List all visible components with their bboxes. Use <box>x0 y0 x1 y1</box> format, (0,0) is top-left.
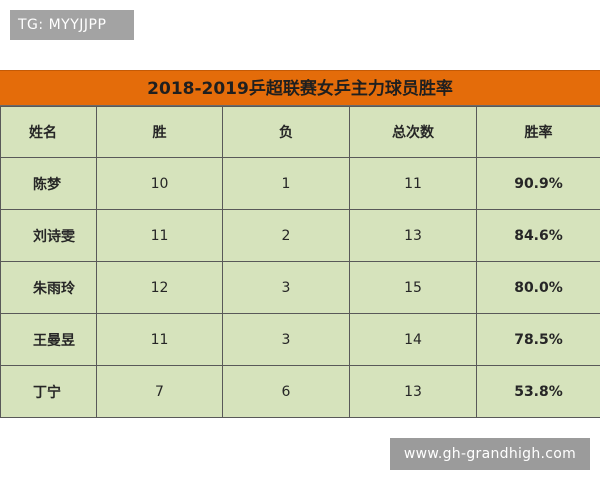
win-rate-table-container: 2018-2019乒超联赛女乒主力球员胜率 姓名 胜 负 总次数 胜率 陈梦 1… <box>0 70 600 418</box>
header-wins: 胜 <box>96 106 223 158</box>
wins-cell: 10 <box>96 157 223 210</box>
win-rate-cell: 80.0% <box>476 261 600 314</box>
header-total: 总次数 <box>349 106 477 158</box>
win-rate-cell: 90.9% <box>476 157 600 210</box>
table-header-row: 姓名 胜 负 总次数 胜率 <box>0 106 600 158</box>
table-row: 刘诗雯 11 2 13 84.6% <box>0 209 600 262</box>
player-name-cell: 朱雨玲 <box>0 261 97 314</box>
losses-cell: 6 <box>222 365 350 418</box>
losses-cell: 1 <box>222 157 350 210</box>
win-rate-cell: 84.6% <box>476 209 600 262</box>
total-cell: 11 <box>349 157 477 210</box>
losses-cell: 3 <box>222 261 350 314</box>
wins-cell: 11 <box>96 209 223 262</box>
player-name-cell: 王曼昱 <box>0 313 97 366</box>
header-name: 姓名 <box>0 106 97 158</box>
table-title: 2018-2019乒超联赛女乒主力球员胜率 <box>0 70 600 106</box>
header-losses: 负 <box>222 106 350 158</box>
win-rate-cell: 78.5% <box>476 313 600 366</box>
total-cell: 14 <box>349 313 477 366</box>
win-rate-cell: 53.8% <box>476 365 600 418</box>
losses-cell: 3 <box>222 313 350 366</box>
player-name-cell: 陈梦 <box>0 157 97 210</box>
total-cell: 13 <box>349 365 477 418</box>
losses-cell: 2 <box>222 209 350 262</box>
wins-cell: 12 <box>96 261 223 314</box>
table-row: 朱雨玲 12 3 15 80.0% <box>0 261 600 314</box>
tag-badge: TG: MYYJJPP <box>10 10 134 40</box>
wins-cell: 7 <box>96 365 223 418</box>
player-name-cell: 丁宁 <box>0 365 97 418</box>
table-row: 丁宁 7 6 13 53.8% <box>0 365 600 418</box>
win-rate-table: 姓名 胜 负 总次数 胜率 陈梦 10 1 11 90.9% 刘诗雯 11 <box>0 106 600 418</box>
total-cell: 15 <box>349 261 477 314</box>
watermark-url: www.gh-grandhigh.com <box>390 438 590 470</box>
header-win-rate: 胜率 <box>476 106 600 158</box>
player-name-cell: 刘诗雯 <box>0 209 97 262</box>
wins-cell: 11 <box>96 313 223 366</box>
table-row: 陈梦 10 1 11 90.9% <box>0 157 600 210</box>
table-row: 王曼昱 11 3 14 78.5% <box>0 313 600 366</box>
total-cell: 13 <box>349 209 477 262</box>
